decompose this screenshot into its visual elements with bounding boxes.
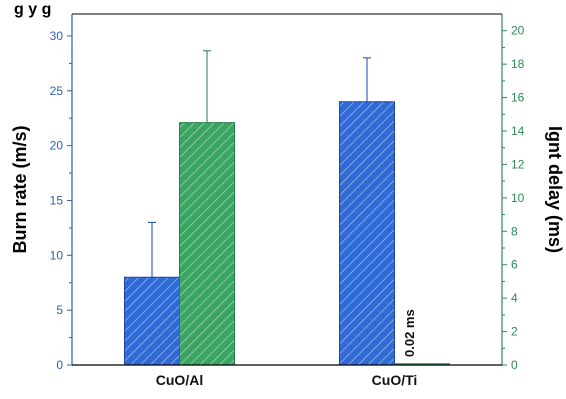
y2-tick-label: 14 <box>511 124 525 138</box>
x-tick-label: CuO/Ti <box>372 372 418 388</box>
bar-cuo-al-series-1 <box>179 122 235 366</box>
y-axis-title: Burn rate (m/s) <box>10 125 30 253</box>
y2-tick-label: 18 <box>511 57 525 71</box>
bar-cuo-al-series-0 <box>124 276 180 366</box>
y-tick-label: 30 <box>50 29 64 43</box>
y2-tick-label: 0 <box>511 358 518 372</box>
y2-tick-label: 20 <box>511 24 525 38</box>
annotation-label: 0.02 ms <box>402 309 417 357</box>
y2-tick-label: 8 <box>511 224 518 238</box>
bar-cuo-ti-series-0 <box>339 101 395 366</box>
y-tick-label: 5 <box>56 303 63 317</box>
y2-tick-label: 16 <box>511 91 525 105</box>
y2-tick-label: 12 <box>511 157 525 171</box>
y2-tick-label: 2 <box>511 325 518 339</box>
plot-area: CuO/Al CuO/Ti 0 5 10 15 20 25 30 0 2 4 6 8 10 12 14 16 18 2… <box>50 13 525 388</box>
y-tick-label: 10 <box>50 248 64 262</box>
y2-tick-label: 4 <box>511 291 518 305</box>
y-tick-label: 25 <box>50 84 64 98</box>
y-tick-label: 15 <box>50 193 64 207</box>
y-tick-label: 0 <box>56 358 63 372</box>
y-tick-label: 20 <box>50 139 64 153</box>
top-clipped-text: g y g <box>14 1 51 18</box>
y2-tick-label: 10 <box>511 191 525 205</box>
x-tick-label: CuO/Al <box>156 372 203 388</box>
y2-axis-title: Ignt delay (ms) <box>545 126 565 253</box>
y2-tick-label: 6 <box>511 258 518 272</box>
